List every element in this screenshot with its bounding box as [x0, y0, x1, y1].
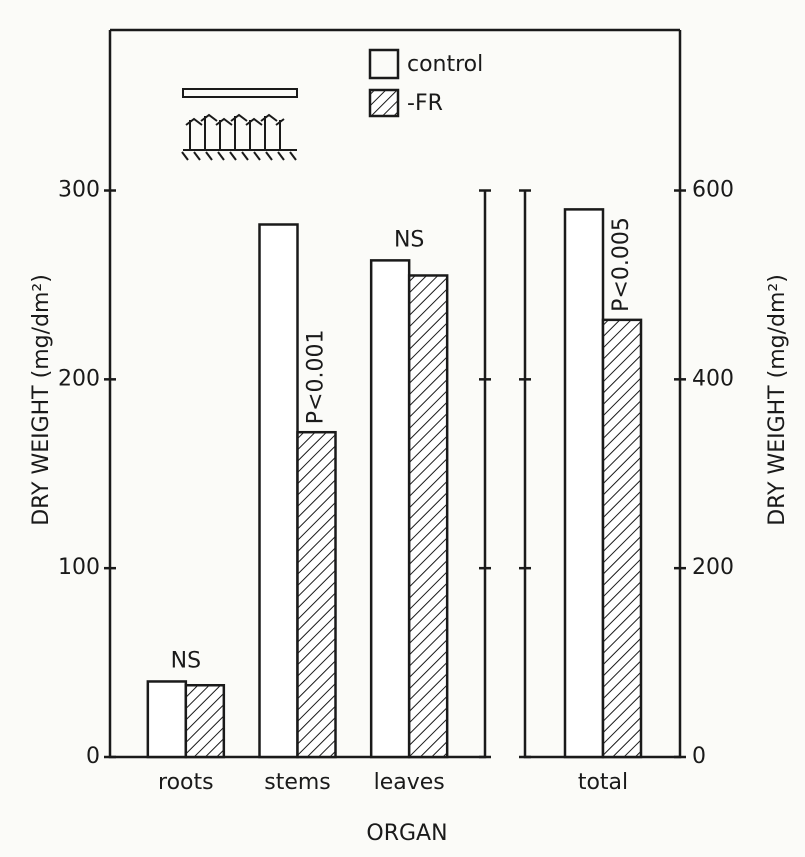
annotation: NS: [394, 227, 424, 252]
y2-axis-label: DRY WEIGHT (mg/dm²): [765, 274, 790, 526]
bar: [146, 680, 188, 759]
y-tick-label: 0: [692, 744, 706, 769]
y-tick-label: 200: [58, 366, 100, 391]
bar: [563, 208, 605, 759]
x-tick-label: total: [578, 770, 628, 795]
annotation: P<0.005: [609, 217, 634, 312]
y-axis-label: DRY WEIGHT (mg/dm²): [29, 274, 54, 526]
y-tick-label: 200: [692, 555, 734, 580]
annotation: P<0.001: [304, 330, 329, 425]
x-tick-label: leaves: [374, 770, 445, 795]
y-tick-label: 600: [692, 178, 734, 203]
y-tick-label: 300: [58, 178, 100, 203]
legend-label: control: [407, 52, 483, 77]
legend-label: -FR: [407, 91, 443, 116]
legend-swatch: [368, 48, 400, 80]
bar: [407, 274, 449, 759]
y-tick-label: 100: [58, 555, 100, 580]
bar: [369, 259, 411, 759]
bar: [601, 318, 643, 759]
y-tick-label: 400: [692, 366, 734, 391]
legend-swatch: [368, 88, 400, 118]
plant-icon: [181, 88, 298, 161]
x-tick-label: roots: [158, 770, 214, 795]
bar: [258, 223, 299, 759]
bar: [184, 683, 226, 759]
x-tick-label: stems: [264, 770, 331, 795]
x-axis-label: ORGAN: [366, 821, 447, 846]
y-tick-label: 0: [86, 744, 100, 769]
bar: [296, 430, 337, 759]
annotation: NS: [171, 648, 201, 673]
